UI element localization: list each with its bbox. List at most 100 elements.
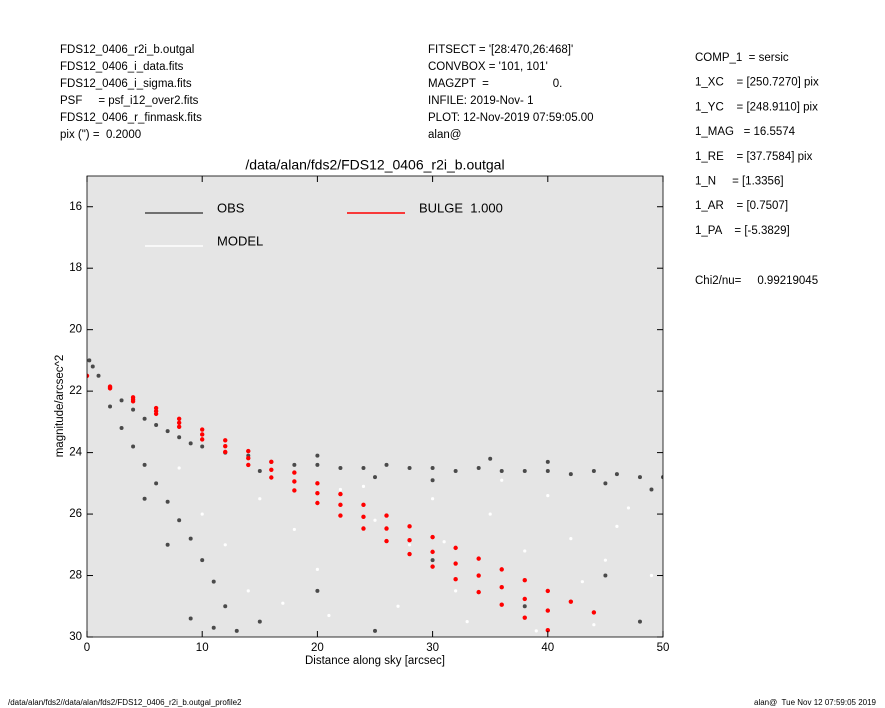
data-point	[258, 497, 262, 501]
data-point	[603, 481, 608, 486]
header-left-line: FDS12_0406_r2i_b.outgal	[60, 44, 194, 56]
data-point	[246, 448, 251, 454]
data-point	[430, 564, 435, 569]
data-point	[87, 373, 90, 378]
header-middle-line: FITSECT = '[28:470,26:468]'	[428, 44, 573, 56]
data-point	[430, 478, 435, 483]
y-tick-label: 16	[69, 201, 82, 213]
data-point	[165, 429, 170, 434]
data-point	[431, 497, 435, 501]
fit-parameter: 1_YC = [248.9110] pix	[695, 101, 818, 113]
data-point	[522, 577, 527, 583]
data-point	[361, 465, 366, 470]
data-point	[87, 358, 92, 363]
plot-points	[87, 358, 663, 633]
data-point	[223, 604, 228, 609]
header-middle-line: alan@	[428, 129, 461, 141]
data-point	[499, 469, 504, 474]
legend-label: MODEL	[217, 233, 263, 248]
data-point	[292, 488, 297, 493]
data-point	[142, 496, 147, 501]
y-tick-label: 18	[69, 262, 82, 274]
data-point	[327, 613, 331, 618]
data-point	[257, 619, 262, 624]
data-point	[177, 518, 182, 523]
data-point	[165, 542, 170, 547]
data-point	[407, 537, 412, 543]
data-point	[188, 616, 193, 621]
fit-parameter: 1_XC = [250.7270] pix	[695, 77, 819, 89]
x-axis-label: Distance along sky [arcsec]	[305, 655, 445, 667]
y-tick-label: 30	[69, 631, 82, 643]
data-point	[614, 472, 619, 477]
data-point	[223, 449, 228, 455]
data-point	[108, 404, 113, 409]
data-point	[315, 588, 320, 593]
data-point	[523, 549, 527, 553]
data-point	[131, 444, 136, 449]
data-point	[176, 424, 182, 429]
data-point	[246, 462, 251, 468]
data-point	[384, 538, 389, 544]
data-point	[453, 577, 458, 582]
x-tick-label: 20	[311, 642, 324, 654]
data-point	[591, 469, 596, 474]
header-middle-line: INFILE: 2019-Nov- 1	[428, 95, 533, 107]
data-point	[430, 558, 435, 563]
data-point	[200, 512, 204, 516]
data-point	[292, 470, 297, 475]
data-point	[430, 534, 435, 540]
data-point	[453, 469, 458, 474]
data-point	[384, 462, 389, 467]
y-tick-label: 22	[69, 385, 82, 397]
data-point	[591, 610, 597, 615]
data-point	[292, 527, 296, 532]
data-point	[499, 602, 504, 607]
x-tick-label: 50	[657, 642, 670, 654]
data-point	[476, 465, 481, 470]
data-point	[499, 585, 504, 590]
data-point	[454, 589, 458, 593]
data-point	[546, 494, 550, 498]
data-point	[407, 551, 412, 557]
data-point	[90, 364, 95, 369]
data-point	[211, 579, 216, 584]
data-point	[154, 422, 159, 427]
data-point	[545, 469, 550, 474]
data-point	[430, 465, 435, 470]
fit-parameter: 1_RE = [37.7584] pix	[695, 151, 813, 163]
data-point	[200, 432, 205, 437]
data-point	[338, 465, 343, 470]
data-point	[384, 513, 389, 518]
data-point	[223, 443, 228, 449]
data-point	[176, 420, 182, 425]
x-tick-label: 10	[196, 642, 209, 654]
header-middle-line: CONVBOX = '101, 101'	[428, 61, 548, 73]
y-tick-label: 24	[69, 447, 82, 459]
data-point	[592, 623, 596, 627]
data-point	[407, 524, 412, 529]
data-point	[580, 580, 584, 584]
data-point	[315, 481, 320, 486]
data-point	[442, 540, 446, 544]
data-point	[188, 441, 193, 446]
data-point	[188, 536, 193, 541]
x-tick-label: 0	[84, 642, 90, 654]
data-point	[246, 589, 250, 593]
y-tick-label: 26	[69, 508, 82, 520]
data-point	[499, 567, 504, 572]
footer-right: alan@ Tue Nov 12 07:59:05 2019	[754, 698, 877, 707]
data-point	[626, 506, 631, 510]
data-point	[361, 484, 366, 489]
data-point	[373, 475, 377, 480]
data-point	[637, 619, 642, 624]
data-point	[315, 500, 320, 506]
header-left-line: PSF = psf_i12_over2.fits	[60, 95, 199, 107]
data-point	[476, 573, 481, 578]
data-point	[476, 589, 481, 595]
data-point	[465, 620, 469, 624]
data-point	[130, 399, 136, 404]
data-point	[488, 456, 493, 461]
data-point	[246, 455, 251, 461]
